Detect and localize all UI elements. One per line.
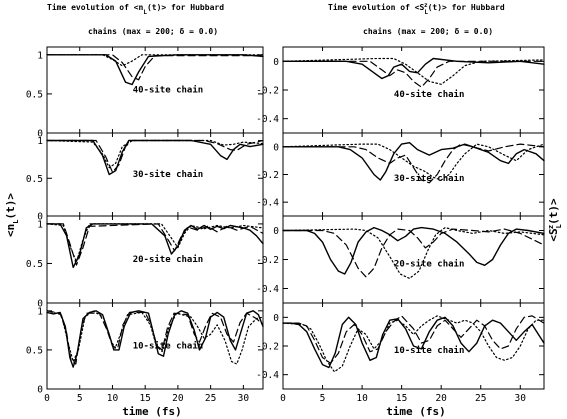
series-line-solid (282, 142, 545, 181)
panel-annotation: 40-site chain (133, 85, 203, 96)
series-line-dashed (282, 315, 545, 364)
series-line-solid (282, 57, 545, 80)
y-tick-label: 1 (37, 219, 43, 230)
panel-annotation: 20-site chain (394, 258, 464, 269)
panel-annotation: 20-site chain (133, 254, 203, 265)
panel-annotation: 40-site chain (394, 89, 464, 100)
panel-right-3: 0 -0.2 -0.4 0 5 10 15 20 25 30 10-site chain (256, 302, 545, 404)
y-tick-label: 1 (37, 136, 43, 147)
series-line-dashed (46, 54, 264, 81)
y-tick-label: -0.4 (256, 114, 279, 125)
panel-right-1: 0 -0.2 -0.4 30-site chain (256, 132, 545, 217)
series-line-dashed (282, 60, 545, 88)
y-tick-label: -0.2 (256, 255, 279, 266)
series-line-solid (46, 54, 264, 86)
series-line-dashed (46, 139, 264, 173)
panel-left-0: 0 0.5 1 40-site chain (26, 46, 264, 140)
y-tick-label: -0.2 (256, 86, 279, 97)
left-title-line2: chains (max = 200; δ = 0.0) (88, 26, 218, 36)
x-tick-label: 20 (172, 393, 184, 404)
panel-right-2: 0 -0.2 -0.4 20-site chain (256, 215, 545, 304)
x-tick-label: 25 (475, 393, 486, 404)
right-title-line1: Time evolution of <SLz(t)> for Hubbard (328, 2, 505, 16)
y-tick-label: 0 (273, 226, 279, 237)
series-line-dashed (282, 228, 545, 278)
panel-left-2: 0 0.5 1 20-site chain (26, 215, 264, 310)
x-tick-label: 5 (320, 393, 326, 404)
right-ylabel: <SLz(t)> (547, 198, 563, 242)
series-line-dashed (282, 143, 545, 184)
y-tick-label: -0.4 (256, 198, 279, 209)
left-title-line1: Time evolution of <nL(t)> for Hubbard (47, 2, 224, 16)
y-tick-label: 0.5 (26, 259, 43, 270)
panel-frame (46, 302, 264, 390)
y-tick-label: 0 (37, 299, 43, 310)
series-line-dotted (282, 315, 545, 373)
x-tick-label: 30 (238, 393, 250, 404)
series-line-solid (46, 223, 264, 269)
panel-annotation: 30-site chain (394, 173, 464, 184)
x-tick-label: 15 (139, 393, 150, 404)
series-line-dotted (282, 143, 545, 181)
x-tick-label: 5 (77, 393, 83, 404)
y-tick-label: -0.4 (256, 370, 279, 381)
y-tick-label: -0.4 (256, 284, 279, 295)
y-tick-label: 1 (37, 306, 43, 317)
panels: 0 0.5 1 40-site chain 0 0.5 1 30-site chain 0 0.5… (26, 46, 545, 404)
y-tick-label: 0 (37, 129, 43, 140)
series-line-dotted (46, 223, 264, 263)
series-line-dashed (46, 310, 264, 365)
panel-right-0: 0 -0.2 -0.4 40-site chain (256, 46, 545, 134)
right-title-line2: chains (max = 200; δ = 0.0) (363, 26, 493, 36)
y-tick-label: -0.2 (256, 170, 279, 181)
panel-annotation: 30-site chain (133, 169, 203, 180)
series-line-dotted (282, 57, 545, 85)
x-tick-label: 25 (205, 393, 216, 404)
panel-annotation: 10-site chain (394, 345, 464, 356)
left-xlabel: time (fs) (122, 405, 182, 418)
series-line-dotted (282, 227, 545, 279)
series-line-solid (282, 226, 545, 275)
y-tick-label: 0 (273, 313, 279, 324)
x-tick-label: 15 (396, 393, 407, 404)
series-line-dashed (46, 223, 264, 266)
x-tick-label: 30 (515, 393, 527, 404)
series-line-dotted (46, 139, 264, 169)
x-tick-label: 10 (356, 393, 368, 404)
y-tick-label: 1 (37, 50, 43, 61)
series-line-solid (282, 316, 545, 369)
x-tick-label: 0 (280, 393, 286, 404)
series-line-dotted (46, 310, 264, 365)
panel-annotation: 10-site chain (133, 341, 203, 352)
x-tick-label: 0 (44, 393, 50, 404)
x-tick-label: 10 (107, 393, 119, 404)
x-tick-label: 20 (435, 393, 447, 404)
series-line-dotted (46, 54, 264, 67)
y-tick-label: 0 (37, 385, 43, 396)
left-ylabel: <nL(t)> (4, 193, 20, 237)
y-tick-label: 0 (273, 57, 279, 68)
y-tick-label: -0.2 (256, 342, 279, 353)
y-tick-label: 0 (273, 142, 279, 153)
y-tick-label: 0.5 (26, 174, 43, 185)
panel-left-1: 0 0.5 1 30-site chain (26, 132, 264, 223)
y-tick-label: 0 (37, 212, 43, 223)
y-tick-label: 0.5 (26, 89, 43, 100)
right-xlabel: time (fs) (386, 405, 446, 418)
y-tick-label: 0.5 (26, 345, 43, 356)
